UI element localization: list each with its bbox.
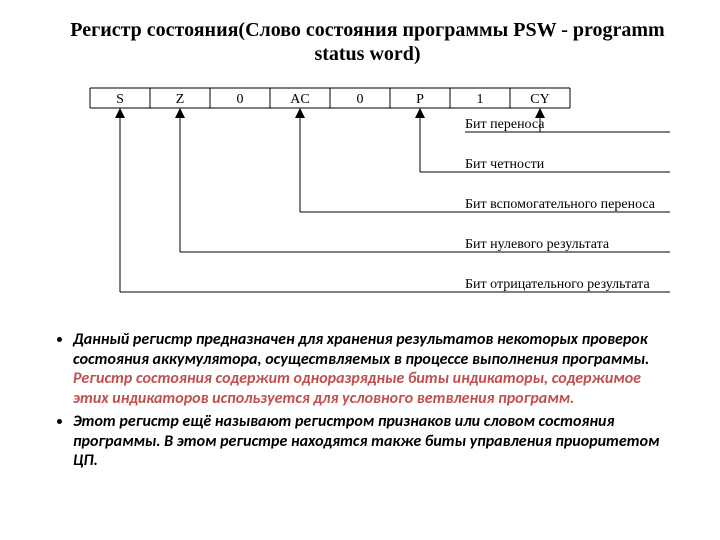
svg-text:1: 1 xyxy=(477,92,484,107)
bullet-item: Этот регистр ещё называют регистром приз… xyxy=(73,412,680,471)
bullet-item: Данный регистр предназначен для хранения… xyxy=(73,330,680,408)
svg-text:AC: AC xyxy=(290,92,309,107)
svg-text:S: S xyxy=(116,92,124,107)
svg-text:Бит переноса: Бит переноса xyxy=(465,117,545,132)
svg-text:0: 0 xyxy=(357,92,364,107)
psw-diagram: S Z 0 AC 0 P 1 CY Бит переноса Бит четности Бит вс… xyxy=(75,80,675,320)
bullet-list: Данный регистр предназначен для хранения… xyxy=(55,330,680,471)
svg-text:Бит отрицательного результата: Бит отрицательного результата xyxy=(465,277,650,292)
svg-text:CY: CY xyxy=(530,92,549,107)
svg-text:Бит нулевого результата: Бит нулевого результата xyxy=(465,237,610,252)
svg-text:Бит четности: Бит четности xyxy=(465,157,545,172)
svg-text:0: 0 xyxy=(237,92,244,107)
svg-text:Бит вспомогательного переноса: Бит вспомогательного переноса xyxy=(465,197,656,212)
svg-text:Z: Z xyxy=(176,92,185,107)
slide-title: Регистр состояния(Слово состояния програ… xyxy=(55,18,680,66)
svg-text:P: P xyxy=(416,92,424,107)
